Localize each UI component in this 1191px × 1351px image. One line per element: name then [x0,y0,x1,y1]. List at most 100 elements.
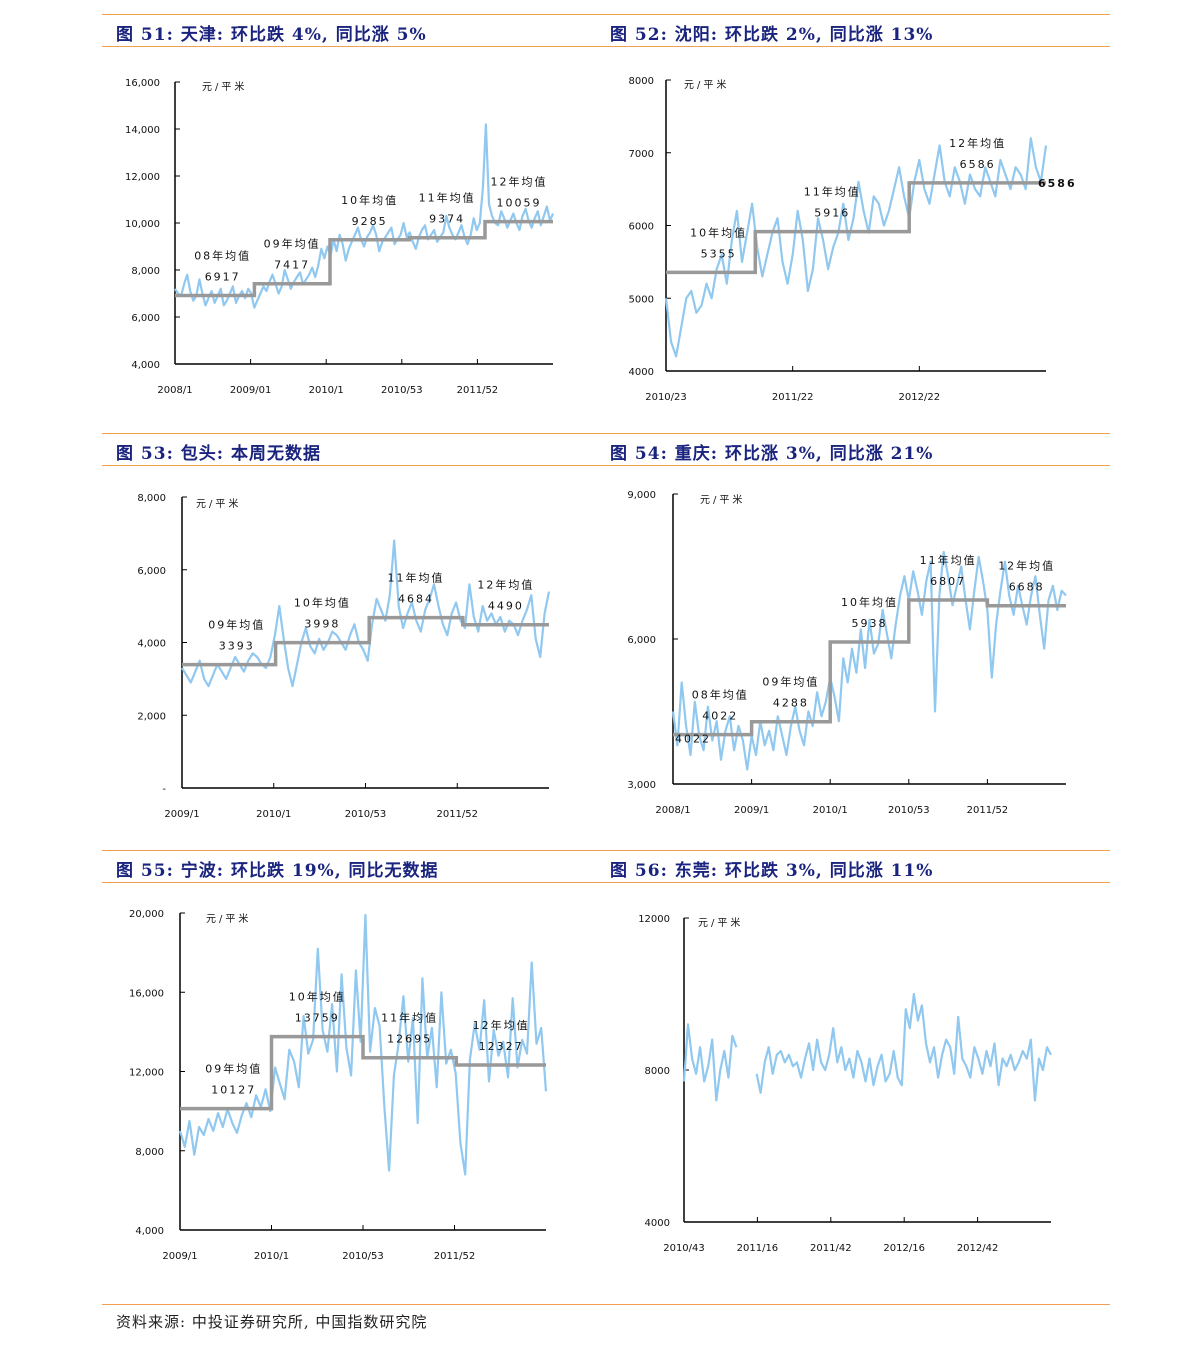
y-tick-label: 16,000 [129,988,164,999]
x-tick-label: 2012/22 [899,392,941,403]
average-step-line [182,615,549,667]
x-tick-label: 2010/53 [888,805,930,816]
average-label: 12年均值 [998,559,1055,573]
y-tick-label: 5000 [629,294,654,305]
y-tick-label: 20,000 [129,909,164,920]
unit-label: 元/平米 [698,916,743,929]
x-tick-label: 2011/52 [434,1251,476,1262]
x-tick-label: 2011/52 [457,385,499,396]
series-line [181,539,551,688]
average-value: 3998 [304,618,340,631]
average-value: 4288 [773,697,809,710]
y-tick-label: 6,000 [137,566,166,577]
average-label: 11年均值 [920,553,977,567]
unit-label: 元/平米 [206,912,251,925]
series-line [671,550,1067,771]
y-tick-label: 12,000 [129,1068,164,1079]
unit-label: 元/平米 [202,80,247,93]
chart-title-55: 图 55: 宁波: 环比跌 19%, 同比无数据 [116,861,439,881]
top-rule [102,14,1110,15]
source-note: 资料来源: 中投证券研究所, 中国指数研究院 [116,1313,428,1331]
y-tick-label: 16,000 [125,78,160,89]
average-value: 6586 [960,158,996,171]
y-tick-label: 8,000 [135,1147,164,1158]
start-value-label: 4022 [675,733,711,746]
y-tick-label: 4000 [629,367,654,378]
average-value: 6917 [205,270,241,283]
average-value: 9374 [429,213,465,226]
y-tick-label: 7000 [629,149,654,160]
top-rule [102,433,1110,434]
average-value: 4684 [398,593,434,606]
title-rule [102,882,1110,883]
average-value: 5355 [701,247,737,260]
series-line [174,123,555,309]
y-tick-label: 12000 [638,914,670,925]
unit-label: 元/平米 [684,78,729,91]
average-value: 12327 [479,1040,524,1053]
average-value: 6807 [930,575,966,588]
average-label: 12年均值 [949,136,1006,150]
average-value: 10127 [211,1084,256,1097]
y-tick-label: 4,000 [137,639,166,650]
chart-title-53: 图 53: 包头: 本周无数据 [116,444,321,464]
x-tick-label: 2011/52 [436,809,478,820]
average-label: 09年均值 [264,237,321,251]
average-label: 11年均值 [381,1011,438,1025]
y-tick-label: 4,000 [135,1226,164,1237]
x-tick-label: 2010/53 [381,385,423,396]
average-label: 10年均值 [841,595,898,609]
y-tick-label: 14,000 [125,125,160,136]
x-tick-label: 2009/1 [164,809,199,820]
y-tick-label: 8000 [629,76,654,87]
y-tick-label: 4,000 [131,360,160,371]
average-label: 12年均值 [490,175,547,189]
average-label: 08年均值 [692,688,749,702]
average-value: 6688 [1009,581,1045,594]
average-value: 5938 [852,617,888,630]
average-label: 11年均值 [804,185,861,199]
x-tick-label: 2012/16 [883,1243,925,1254]
chart-title-51: 图 51: 天津: 环比跌 4%, 同比涨 5% [116,25,427,45]
average-label: 12年均值 [477,578,534,592]
y-tick-label: 12,000 [125,172,160,183]
y-tick-label: 2,000 [137,711,166,722]
x-tick-label: 2012/42 [957,1243,999,1254]
x-tick-label: 2011/42 [810,1243,852,1254]
x-tick-label: 2009/1 [734,805,769,816]
end-value-label: 6586 [1038,177,1077,190]
x-tick-label: 2011/22 [772,392,814,403]
y-tick-label: - [162,784,166,795]
y-tick-label: 6,000 [627,635,656,646]
x-tick-label: 2009/01 [230,385,272,396]
x-tick-label: 2008/1 [655,805,690,816]
average-label: 11年均值 [387,571,444,585]
chart-title-56: 图 56: 东莞: 环比跌 3%, 同比涨 11% [610,861,934,881]
y-tick-label: 6,000 [131,313,160,324]
average-step-line [666,181,1046,275]
x-tick-label: 2010/43 [663,1243,705,1254]
chart-title-52: 图 52: 沈阳: 环比跌 2%, 同比涨 13% [610,25,934,45]
average-value: 7417 [274,259,310,272]
average-label: 09年均值 [205,1062,262,1076]
unit-label: 元/平米 [196,497,241,510]
y-tick-label: 6000 [629,222,654,233]
x-tick-label: 2008/1 [157,385,192,396]
x-tick-label: 2011/16 [737,1243,779,1254]
average-value: 3393 [219,640,255,653]
y-tick-label: 10,000 [125,219,160,230]
x-tick-label: 2010/1 [256,809,291,820]
unit-label: 元/平米 [700,493,745,506]
average-label: 10年均值 [294,596,351,610]
average-label: 09年均值 [762,675,819,689]
bottom-rule [102,1304,1110,1305]
x-tick-label: 2010/23 [645,392,687,403]
chart-title-54: 图 54: 重庆: 环比涨 3%, 同比涨 21% [610,444,934,464]
title-rule [102,465,1110,466]
y-tick-label: 3,000 [627,780,656,791]
series-line [178,913,548,1176]
average-value: 10059 [496,197,541,210]
series-line [682,992,1052,1102]
